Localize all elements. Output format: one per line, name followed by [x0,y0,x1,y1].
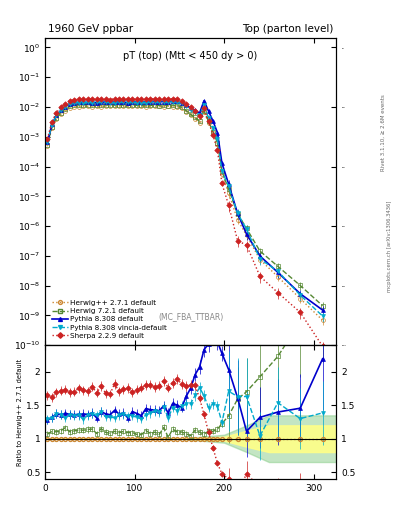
Text: mcplots.cern.ch [arXiv:1306.3436]: mcplots.cern.ch [arXiv:1306.3436] [387,200,391,291]
Text: pT (top) (Mtt < 450 dy > 0): pT (top) (Mtt < 450 dy > 0) [123,51,258,61]
Legend: Herwig++ 2.7.1 default, Herwig 7.2.1 default, Pythia 8.308 default, Pythia 8.308: Herwig++ 2.7.1 default, Herwig 7.2.1 def… [49,297,170,342]
Text: Top (parton level): Top (parton level) [242,24,333,34]
Text: Rivet 3.1.10, ≥ 2.6M events: Rivet 3.1.10, ≥ 2.6M events [381,95,386,172]
Y-axis label: Ratio to Herwig++ 2.7.1 default: Ratio to Herwig++ 2.7.1 default [17,358,23,465]
Text: (MC_FBA_TTBAR): (MC_FBA_TTBAR) [158,312,223,321]
Text: 1960 GeV ppbar: 1960 GeV ppbar [48,24,133,34]
